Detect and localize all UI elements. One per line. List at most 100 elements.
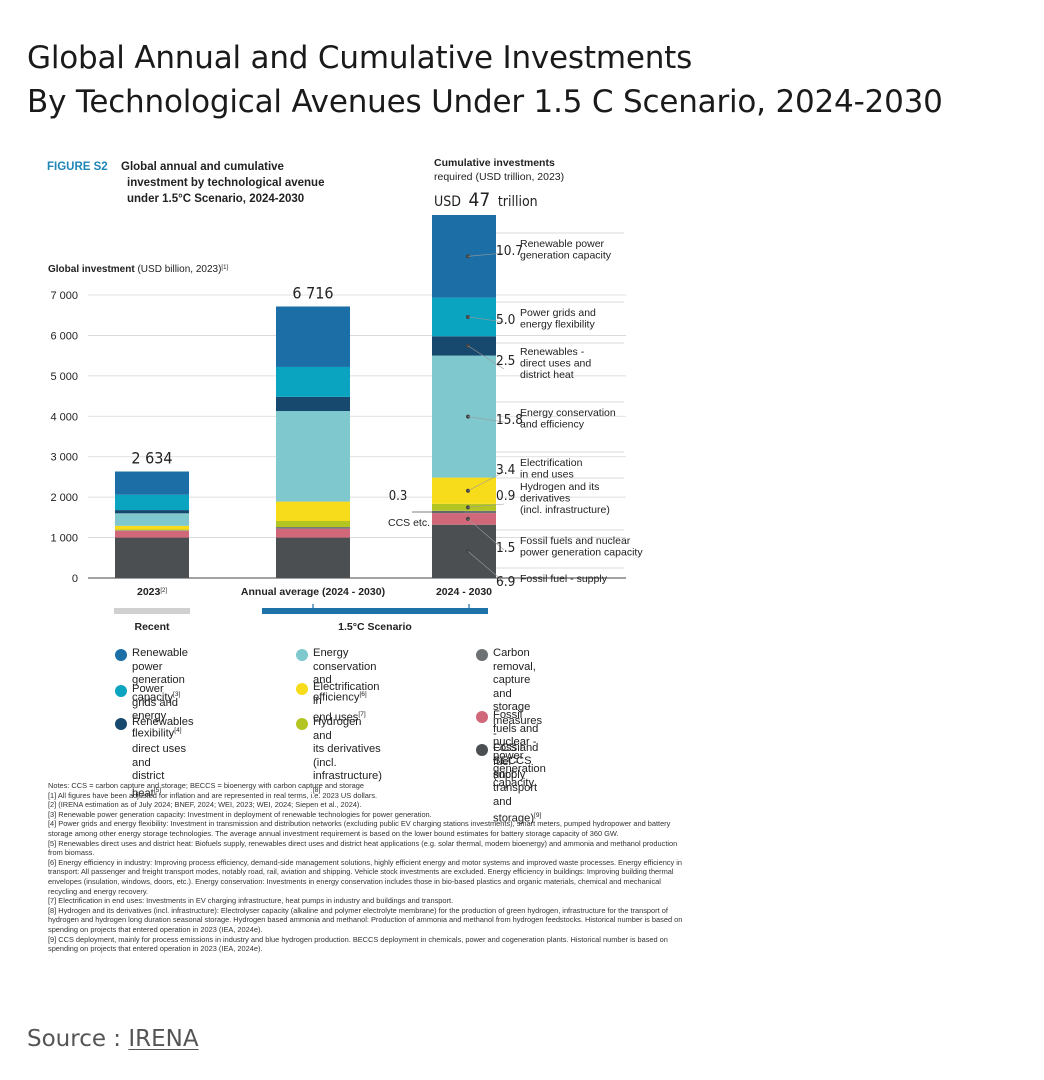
- cumulative-label-line: Electrification: [520, 457, 583, 469]
- note-line: [6] Energy efficiency in industry: Impro…: [48, 857, 682, 896]
- cumulative-label-line: Hydrogen and its: [520, 481, 599, 493]
- recent-group-label: Recent: [134, 621, 170, 633]
- bar-segment: [115, 525, 189, 530]
- investment-chart: FIGURE S2 Global annual and cumulative i…: [47, 157, 643, 633]
- cumulative-total-value: 47: [469, 189, 491, 211]
- note-line: [5] Renewables direct uses and district …: [48, 838, 678, 858]
- cumulative-leader-line: [467, 316, 505, 323]
- note-line: [1] All figures have been adjusted for i…: [48, 790, 378, 800]
- cumulative-labels: 6.9 Fossil fuel - supply 1.5 Fossil fuels a…: [388, 232, 643, 590]
- cumulative-segment: [432, 503, 496, 511]
- note-line: Notes: CCS = carbon capture and storage;…: [48, 781, 364, 790]
- legend-swatch: [296, 718, 308, 730]
- note-line: [7] Electrification in end uses: Investm…: [48, 896, 454, 906]
- cumulative-label-line: Fossil fuel - supply: [520, 573, 608, 585]
- legend-label: Fossil fuel - supply: [493, 742, 526, 781]
- cumulative-label-line: Energy conservation: [520, 407, 616, 419]
- legend-swatch: [476, 649, 488, 661]
- cumulative-label-line: Power grids and: [520, 307, 596, 319]
- cumulative-label: Energy conservation and efficiency: [520, 407, 616, 431]
- cumulative-label-line: Renewables -: [520, 346, 585, 358]
- page-title-line2: By Technological Avenues Under 1.5 C Sce…: [27, 84, 943, 120]
- y-tick-label: 3 000: [50, 452, 78, 464]
- cumulative-leader-line: [467, 551, 505, 583]
- legend-swatch: [476, 744, 488, 756]
- cumulative-leader-line: [467, 518, 505, 551]
- bar-segment: [115, 513, 189, 526]
- note-line: [3] Renewable power generation capacity:…: [48, 809, 432, 819]
- cumulative-label-line: derivatives: [520, 493, 570, 505]
- cumulative-dot: [466, 254, 470, 259]
- cumulative-value: 6.9: [496, 574, 515, 590]
- cumulative-label: Electrification in end uses: [520, 457, 583, 481]
- notes: Notes: CCS = carbon capture and storage;…: [48, 781, 688, 954]
- legend-note: [8]: [313, 786, 321, 794]
- cumulative-leader-line: [467, 471, 505, 491]
- legend-note: [9]: [534, 812, 542, 819]
- cumulative-segment: [432, 477, 496, 504]
- cumulative-label: Hydrogen and its derivatives (incl. infras…: [520, 481, 610, 516]
- cumulative-total: USD 47 trillion: [434, 189, 538, 211]
- figure-title-line1: Global annual and cumulative: [121, 161, 284, 173]
- y-axis-label-text: Global investment: [48, 264, 135, 275]
- figure-label: FIGURE S2: [47, 161, 108, 173]
- source-label: Source :: [27, 1026, 129, 1052]
- legend-note: [4]: [174, 726, 182, 734]
- bars: 2 634 6 716: [115, 283, 350, 578]
- cumulative-label: Fossil fuels and nuclear power generation…: [520, 535, 643, 559]
- cumulative-segment: [432, 513, 496, 525]
- cumulative-leader-line: [467, 416, 505, 423]
- bar-segment: [115, 530, 189, 538]
- cumulative-value: 3.4: [496, 462, 516, 478]
- legend-label: Fossil fuels and nuclear - power generat…: [493, 709, 546, 789]
- cumulative-label: Power grids and energy flexibility: [520, 307, 596, 331]
- cumulative-label: Renewable power generation capacity: [520, 238, 612, 262]
- legend-swatch: [296, 649, 308, 661]
- legend-label: Renewables - direct uses and district he…: [132, 716, 194, 800]
- y-tick-label: 2 000: [50, 492, 78, 504]
- source-link[interactable]: IRENA: [128, 1026, 199, 1052]
- legend-label: Electrification in end uses[7]: [313, 681, 380, 724]
- y-tick-label: 5 000: [50, 371, 78, 383]
- y-tick-label: 7 000: [50, 290, 78, 302]
- bar-segment: [115, 494, 189, 511]
- cumulative-label-line: generation capacity: [520, 250, 612, 262]
- x-label-annual-average: Annual average (2024 - 2030): [241, 586, 385, 598]
- note-line: [9] CCS deployment, mainly for process e…: [48, 934, 668, 954]
- x-label-2023-note: [2]: [160, 588, 167, 594]
- y-axis-label-units: (USD billion, 2023): [137, 264, 221, 275]
- x-label-cumulative: 2024 - 2030: [436, 586, 492, 598]
- cumulative-label: Renewables -direct uses and district heat: [520, 346, 591, 381]
- cumulative-label: Fossil fuel - supply: [520, 573, 608, 585]
- cumulative-label-line: district heat: [520, 369, 574, 381]
- y-tick-label: 6 000: [50, 330, 78, 342]
- cumulative-value: 10.7: [496, 243, 523, 259]
- cumulative-bar: [432, 215, 496, 578]
- x-label-2023: 2023[2]: [137, 586, 167, 598]
- cumulative-label-line: direct uses and: [520, 358, 591, 370]
- note-line: [2] (IRENA estimation as of July 2024; B…: [48, 800, 362, 810]
- cumulative-value: 5.0: [496, 312, 515, 328]
- cumulative-value: 15.8: [496, 412, 523, 428]
- legend-label: Carbon removal, capture and storage meas…: [493, 647, 543, 825]
- cumulative-leader-line: [467, 503, 505, 508]
- bar-segment: [115, 537, 189, 578]
- cumulative-segment: [432, 215, 496, 298]
- bar-segment: [276, 411, 350, 502]
- scenario-group-label: 1.5°C Scenario: [338, 621, 412, 633]
- y-tick-label: 0: [72, 573, 78, 585]
- ccs-label: CCS etc.: [388, 517, 430, 529]
- cumulative-value: 2.5: [496, 353, 515, 369]
- y-axis-label: Global investment (USD billion, 2023)[1]: [48, 264, 228, 275]
- x-labels: 2023[2] Annual average (2024 - 2030) 2024 …: [114, 586, 492, 633]
- ccs-value: 0.3: [389, 489, 408, 504]
- cumulative-segment: [432, 336, 496, 356]
- cumulative-heading-line2: required (USD trillion, 2023): [434, 171, 564, 183]
- source-line: Source : IRENA: [27, 1026, 199, 1052]
- note-line: [8] Hydrogen and its derivatives (incl. …: [48, 905, 683, 934]
- cumulative-label-line: energy flexibility: [520, 319, 595, 331]
- cumulative-leader-line: [467, 345, 505, 370]
- bar-segment: [276, 528, 350, 538]
- y-axis-label-note: [1]: [221, 265, 228, 271]
- legend-swatch: [476, 711, 488, 723]
